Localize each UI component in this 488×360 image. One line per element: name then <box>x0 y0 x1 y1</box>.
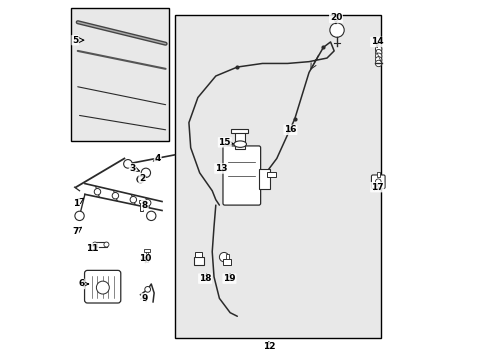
Circle shape <box>375 60 381 67</box>
Bar <box>195 252 202 257</box>
Circle shape <box>375 49 381 56</box>
Text: 16: 16 <box>284 125 296 134</box>
Bar <box>234 132 244 149</box>
Circle shape <box>146 211 156 221</box>
Bar <box>139 200 143 203</box>
Circle shape <box>141 168 150 177</box>
FancyBboxPatch shape <box>223 146 260 205</box>
Bar <box>376 172 379 177</box>
Text: 7: 7 <box>72 228 78 237</box>
Circle shape <box>94 189 101 195</box>
Circle shape <box>130 197 136 203</box>
Circle shape <box>96 281 109 294</box>
Circle shape <box>375 57 381 63</box>
Bar <box>140 201 142 211</box>
Text: 11: 11 <box>86 244 98 253</box>
Circle shape <box>219 252 228 262</box>
Ellipse shape <box>233 141 246 147</box>
Bar <box>223 259 230 265</box>
Circle shape <box>92 242 97 247</box>
Bar <box>193 257 203 265</box>
Text: 12: 12 <box>262 342 275 351</box>
Text: 10: 10 <box>138 255 151 264</box>
Circle shape <box>329 23 344 37</box>
Circle shape <box>112 193 119 199</box>
Bar <box>231 129 248 134</box>
Text: 3: 3 <box>129 164 136 173</box>
Text: 15: 15 <box>218 138 230 147</box>
Circle shape <box>144 199 151 206</box>
Text: 9: 9 <box>142 294 148 303</box>
Bar <box>70 8 169 140</box>
Text: 20: 20 <box>329 13 342 22</box>
Bar <box>94 242 107 247</box>
Text: 14: 14 <box>370 37 383 46</box>
Circle shape <box>144 287 150 292</box>
Text: 5: 5 <box>72 36 78 45</box>
Circle shape <box>75 211 84 221</box>
Bar <box>258 169 270 189</box>
Circle shape <box>375 179 380 185</box>
Circle shape <box>104 242 109 247</box>
Circle shape <box>375 53 381 59</box>
Bar <box>145 250 148 262</box>
Text: 17: 17 <box>370 183 383 192</box>
Text: 1: 1 <box>73 199 79 208</box>
Text: 18: 18 <box>199 274 211 283</box>
Bar <box>225 254 228 259</box>
Circle shape <box>137 176 144 183</box>
Bar <box>174 15 380 338</box>
FancyBboxPatch shape <box>84 270 121 303</box>
Circle shape <box>123 159 132 168</box>
Bar <box>144 249 149 252</box>
Text: 19: 19 <box>223 274 235 283</box>
Bar <box>266 172 276 177</box>
FancyBboxPatch shape <box>371 175 384 189</box>
Text: 2: 2 <box>139 174 145 183</box>
Text: 4: 4 <box>154 154 161 163</box>
Text: 8: 8 <box>142 201 148 210</box>
Text: 13: 13 <box>215 164 227 173</box>
Circle shape <box>375 46 381 52</box>
Text: 6: 6 <box>78 279 84 288</box>
